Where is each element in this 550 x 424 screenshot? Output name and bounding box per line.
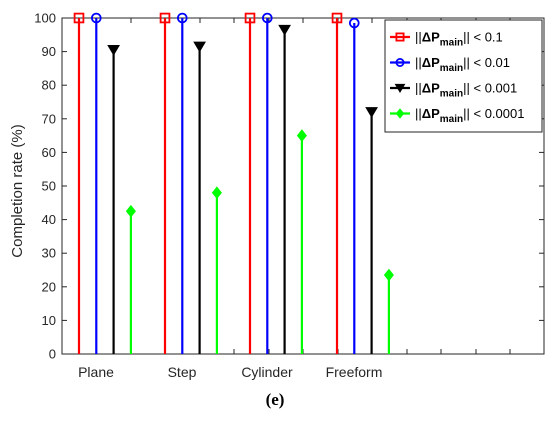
marker-square <box>395 32 405 42</box>
marker-circle <box>177 12 188 24</box>
y-tick-label: 0 <box>49 347 56 362</box>
y-tick-label: 10 <box>42 313 56 328</box>
marker-square <box>73 12 85 24</box>
marker-triangle-down <box>365 107 378 118</box>
legend-entry-label: ||ΔPmain|| < 0.1 <box>415 30 503 49</box>
marker-diamond <box>383 268 394 282</box>
legend-entry-label: ||ΔPmain|| < 0.0001 <box>415 106 524 125</box>
legend-box <box>384 19 543 133</box>
plot-area: 0 10 20 30 40 50 60 70 80 90 100 Plane Step Cylinder F… <box>34 11 545 380</box>
marker-circle <box>91 12 102 24</box>
legend-entry-label: ||ΔPmain|| < 0.01 <box>415 55 510 74</box>
marker-diamond <box>296 129 307 142</box>
legend: ||ΔPmain|| < 0.1 ||ΔPmain|| < 0.01 ||ΔPmai… <box>384 19 543 133</box>
marker-square <box>159 12 171 24</box>
marker-triangle-down <box>107 45 120 56</box>
marker-square <box>331 12 343 24</box>
marker-diamond <box>211 186 222 200</box>
y-tick-label: 40 <box>42 212 56 227</box>
marker-triangle-down <box>278 24 291 36</box>
marker-triangle-down <box>193 41 206 53</box>
x-category-label: Cylinder <box>241 364 293 380</box>
marker-diamond <box>395 108 405 119</box>
marker-circle <box>261 12 273 24</box>
marker-diamond <box>125 204 136 218</box>
y-tick-label: 70 <box>42 111 56 126</box>
y-axis-title: Completion rate (%) <box>9 124 26 257</box>
x-category-label: Plane <box>78 364 114 380</box>
legend-entry-label: ||ΔPmain|| < 0.001 <box>415 81 517 100</box>
marker-circle <box>395 58 405 68</box>
panel-label: (e) <box>266 390 285 409</box>
y-tick-label: 30 <box>42 246 56 261</box>
marker-circle <box>348 17 360 29</box>
marker-triangle-down <box>394 83 406 93</box>
y-tick-label: 90 <box>42 44 56 59</box>
y-tick-label: 20 <box>42 279 56 294</box>
y-tick-label: 80 <box>42 78 56 93</box>
x-category-label: Step <box>168 364 197 380</box>
x-category-label: Freeform <box>326 364 383 380</box>
y-tick-label: 50 <box>42 179 56 194</box>
marker-square <box>244 12 256 24</box>
y-tick-label: 100 <box>34 11 56 26</box>
y-tick-label: 60 <box>42 145 56 160</box>
